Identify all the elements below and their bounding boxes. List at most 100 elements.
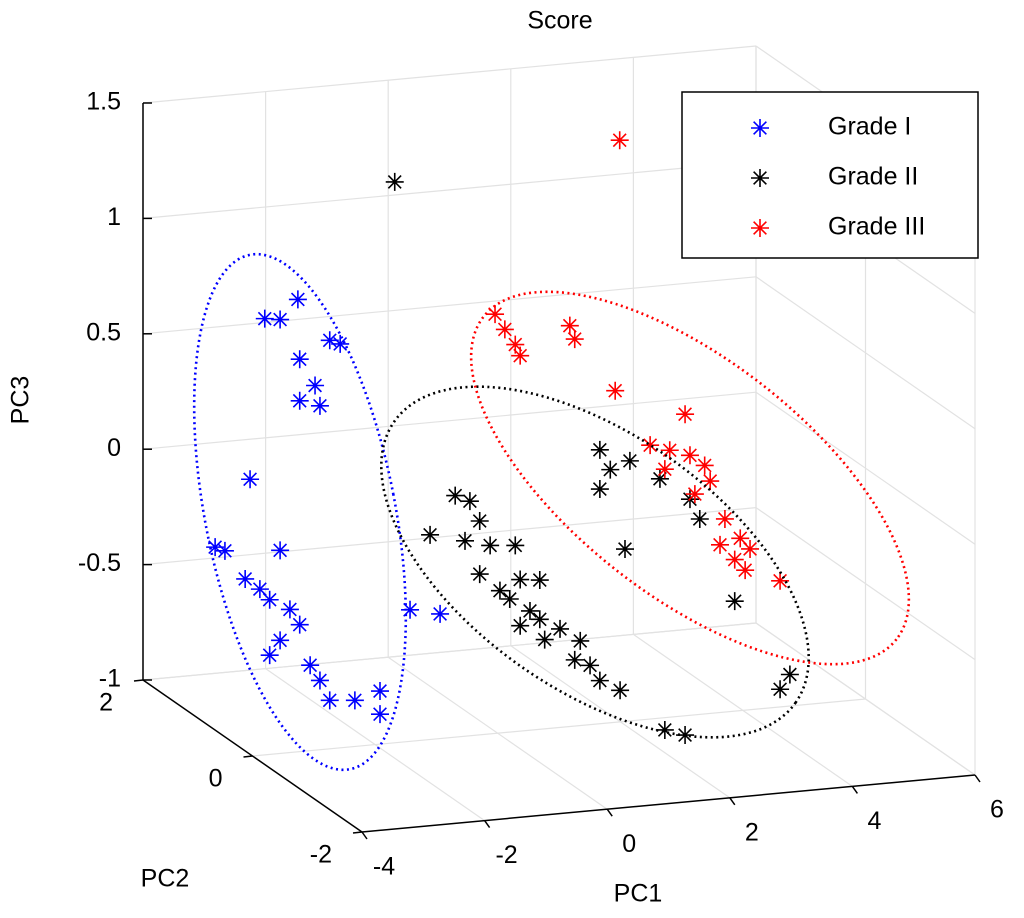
point xyxy=(260,590,279,609)
point xyxy=(685,485,704,504)
tick-mark xyxy=(974,774,981,783)
point xyxy=(610,131,629,150)
legend-label: Grade II xyxy=(828,163,918,191)
point xyxy=(260,646,279,665)
point xyxy=(680,446,699,465)
x-tick-label: -4 xyxy=(373,853,395,881)
x-tick-label: 6 xyxy=(990,796,1004,824)
legend-marker xyxy=(751,219,769,237)
point xyxy=(530,610,549,629)
point xyxy=(601,460,620,479)
point xyxy=(606,381,625,400)
point xyxy=(701,472,720,491)
point xyxy=(310,671,329,690)
point xyxy=(500,589,519,608)
point xyxy=(571,631,590,650)
point xyxy=(301,656,320,675)
point xyxy=(511,616,530,635)
point xyxy=(421,525,440,544)
point xyxy=(320,691,339,710)
point xyxy=(660,441,679,460)
tick-mark xyxy=(851,785,859,794)
point xyxy=(731,529,750,548)
point xyxy=(280,600,299,619)
x-tick-label: 2 xyxy=(745,818,759,846)
grid-line xyxy=(142,622,757,681)
point xyxy=(271,541,290,560)
point xyxy=(460,492,479,511)
legend-label: Grade I xyxy=(828,113,911,141)
legend-label: Grade III xyxy=(828,213,925,241)
x-tick-label: 0 xyxy=(622,830,636,858)
point xyxy=(590,480,609,499)
z-tick-label: 0 xyxy=(107,434,121,462)
grid-line xyxy=(252,698,866,757)
marks-layer xyxy=(206,131,799,745)
z-tick-label: 1 xyxy=(107,203,121,231)
point xyxy=(655,720,674,739)
tick-mark xyxy=(483,820,491,829)
grid-line xyxy=(142,391,757,450)
point xyxy=(290,391,309,410)
point xyxy=(490,581,509,600)
point xyxy=(320,331,339,350)
point xyxy=(456,531,475,550)
tick-mark xyxy=(361,831,368,840)
grid-line xyxy=(142,276,757,335)
grid-line xyxy=(755,391,976,545)
cluster-ellipse xyxy=(380,385,810,739)
point xyxy=(725,550,744,569)
point xyxy=(725,592,744,611)
point xyxy=(206,538,225,557)
tick-mark xyxy=(133,679,144,682)
point xyxy=(345,691,364,710)
legend-marker xyxy=(751,169,769,187)
grid-line xyxy=(755,507,976,661)
x-tick-label: 4 xyxy=(867,807,881,835)
point xyxy=(695,456,714,475)
y-tick-label: -2 xyxy=(310,841,332,869)
point xyxy=(641,436,660,455)
tick-mark xyxy=(729,797,736,806)
point xyxy=(511,570,530,589)
point xyxy=(331,334,350,353)
point xyxy=(446,486,465,505)
point xyxy=(780,665,799,684)
x-axis-line xyxy=(361,774,976,833)
point xyxy=(290,350,309,369)
point xyxy=(650,469,669,488)
point xyxy=(401,600,420,619)
grid-line xyxy=(142,45,757,104)
z-tick-label: -0.5 xyxy=(78,549,121,577)
point xyxy=(690,510,709,529)
point xyxy=(470,565,489,584)
annotation-ellipses xyxy=(192,252,911,772)
point xyxy=(530,571,549,590)
point xyxy=(288,290,307,309)
x-tick-label: -2 xyxy=(495,841,517,869)
point xyxy=(371,705,390,724)
point xyxy=(506,335,525,354)
point xyxy=(241,470,260,489)
legend-marker xyxy=(751,119,769,137)
point xyxy=(581,656,600,675)
point xyxy=(250,580,269,599)
point xyxy=(290,615,309,634)
point xyxy=(741,539,760,558)
x-axis-label: PC1 xyxy=(614,880,663,908)
grid-line xyxy=(755,622,976,776)
point xyxy=(655,460,674,479)
grid-line xyxy=(755,276,976,430)
point xyxy=(590,671,609,690)
point xyxy=(620,451,639,470)
grid-line xyxy=(142,160,757,219)
point xyxy=(565,650,584,669)
point xyxy=(565,330,584,349)
point xyxy=(736,561,755,580)
point xyxy=(271,631,290,650)
point xyxy=(771,680,790,699)
point xyxy=(255,309,274,328)
tick-mark xyxy=(606,808,613,817)
chart-title: Score xyxy=(527,7,592,35)
